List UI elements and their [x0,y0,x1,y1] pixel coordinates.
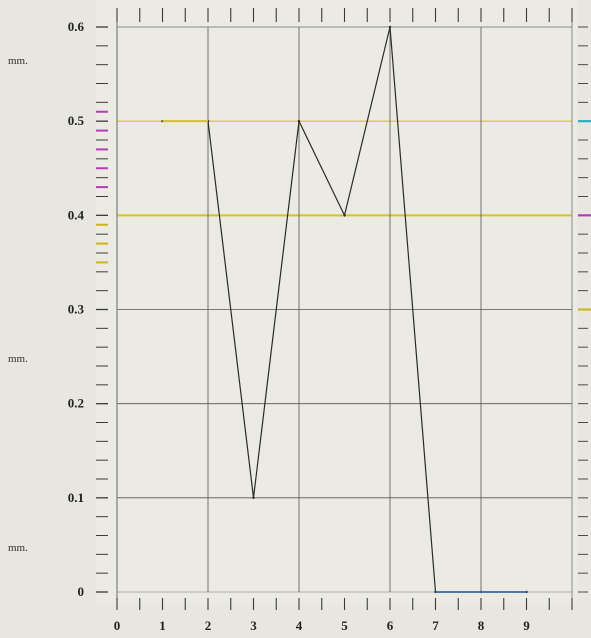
y-tick-label: 0.5 [68,113,85,128]
unit-label: mm. [8,353,28,365]
y-tick-label: 0.4 [68,207,85,222]
y-tick-label: 0.1 [68,490,84,505]
tick-labels: 0 0.1 0.2 0.3 0.4 0.5 0.6 0 1 2 3 4 5 6 7 8 9 [68,19,531,633]
series-lines [161,25,528,594]
unit-labels: mm. mm. mm. [8,55,28,554]
x-tick-label: 5 [341,618,348,633]
y-tick-label: 0.3 [68,302,85,317]
x-tick-label: 0 [114,618,121,633]
unit-label: mm. [8,55,28,67]
x-tick-label: 9 [523,618,530,633]
data-point-5 [343,214,346,217]
x-tick-label: 7 [432,618,439,633]
data-point-4 [297,119,301,123]
y-tick-label: 0.2 [68,396,84,411]
axis-ticks [96,8,591,610]
unit-label: mm. [8,542,28,554]
x-tick-label: 6 [387,618,394,633]
plot-background [96,0,577,605]
data-point-3 [252,496,255,500]
plot-frame [116,18,573,600]
y-tick-label: 0 [78,584,85,599]
x-tick-label: 8 [478,618,485,633]
x-tick-label: 1 [159,618,166,633]
y-tick-label: 0.6 [68,19,85,34]
data-point-6 [388,25,392,29]
x-tick-label: 2 [205,618,212,633]
x-tick-label: 3 [250,618,257,633]
x-tick-label: 4 [296,618,303,633]
